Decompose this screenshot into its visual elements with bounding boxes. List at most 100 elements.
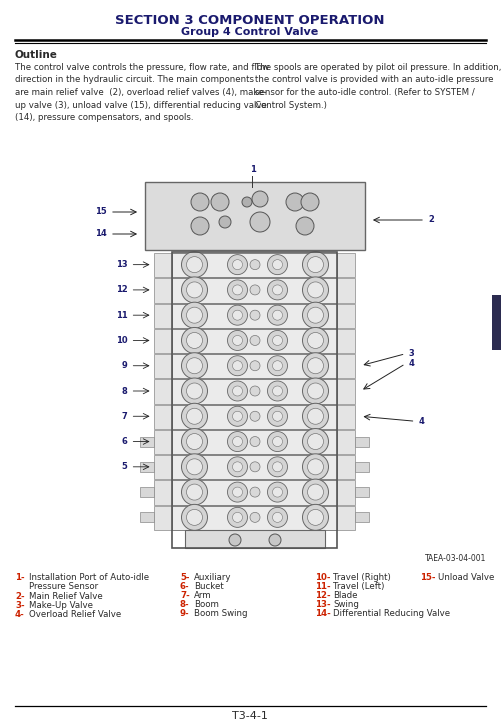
Text: 11: 11 <box>116 311 127 320</box>
Circle shape <box>227 507 247 527</box>
Text: 10-: 10- <box>315 573 331 582</box>
Text: Arm: Arm <box>194 591 211 600</box>
Text: Differential Reducing Valve: Differential Reducing Valve <box>333 609 450 618</box>
Circle shape <box>250 437 260 446</box>
Text: 1: 1 <box>250 165 256 174</box>
Bar <box>172 455 338 480</box>
Circle shape <box>268 432 288 451</box>
Bar <box>154 278 356 303</box>
Text: SECTION 3 COMPONENT OPERATION: SECTION 3 COMPONENT OPERATION <box>115 14 385 27</box>
Text: 2: 2 <box>428 215 434 224</box>
Circle shape <box>186 434 202 450</box>
Text: Boom: Boom <box>194 600 219 609</box>
Circle shape <box>227 356 247 376</box>
Bar <box>172 430 338 454</box>
Circle shape <box>273 411 283 422</box>
Circle shape <box>186 307 202 323</box>
Circle shape <box>250 487 260 497</box>
Circle shape <box>308 333 324 349</box>
Circle shape <box>186 459 202 475</box>
Bar <box>172 379 338 403</box>
Bar <box>172 278 338 303</box>
Text: 7: 7 <box>122 412 127 421</box>
Circle shape <box>308 484 324 500</box>
Text: Travel (Right): Travel (Right) <box>333 573 391 582</box>
Bar <box>140 462 154 472</box>
Text: Group 4 Control Valve: Group 4 Control Valve <box>181 27 319 37</box>
Circle shape <box>229 534 241 546</box>
Text: Auxiliary: Auxiliary <box>194 573 231 582</box>
Bar <box>172 329 338 353</box>
Bar <box>356 487 370 497</box>
Circle shape <box>273 437 283 446</box>
Bar <box>154 455 356 480</box>
Circle shape <box>308 510 324 526</box>
Circle shape <box>268 280 288 300</box>
Text: Outline: Outline <box>15 50 58 60</box>
Bar <box>185 530 325 548</box>
Circle shape <box>250 336 260 346</box>
Circle shape <box>268 356 288 376</box>
Text: Blade: Blade <box>333 591 358 600</box>
Text: Bucket: Bucket <box>194 582 224 591</box>
Text: 13: 13 <box>116 260 127 269</box>
Circle shape <box>181 454 207 480</box>
Circle shape <box>308 282 324 298</box>
Bar <box>356 462 370 472</box>
Circle shape <box>303 252 329 277</box>
Text: 9: 9 <box>122 361 127 371</box>
Circle shape <box>250 462 260 472</box>
Circle shape <box>273 462 283 472</box>
Text: 8: 8 <box>122 387 127 395</box>
Circle shape <box>232 437 242 446</box>
Circle shape <box>303 454 329 480</box>
Text: 4-: 4- <box>15 610 25 619</box>
Circle shape <box>232 260 242 269</box>
Circle shape <box>181 353 207 379</box>
Bar <box>140 513 154 523</box>
Text: Make-Up Valve: Make-Up Valve <box>29 601 93 610</box>
Circle shape <box>273 386 283 396</box>
Circle shape <box>303 429 329 454</box>
Circle shape <box>186 257 202 273</box>
Text: 3-: 3- <box>15 601 25 610</box>
Circle shape <box>250 513 260 523</box>
Bar <box>154 304 356 328</box>
Text: 3: 3 <box>408 349 414 358</box>
Circle shape <box>308 383 324 399</box>
Circle shape <box>219 216 231 228</box>
Circle shape <box>227 432 247 451</box>
Circle shape <box>232 336 242 346</box>
Circle shape <box>181 277 207 303</box>
Circle shape <box>232 411 242 422</box>
Circle shape <box>303 378 329 404</box>
Circle shape <box>186 484 202 500</box>
Text: 7-: 7- <box>180 591 190 600</box>
Circle shape <box>268 507 288 527</box>
Text: 4: 4 <box>418 416 424 426</box>
Circle shape <box>268 406 288 427</box>
Text: Main Relief Valve: Main Relief Valve <box>29 592 103 601</box>
Circle shape <box>303 277 329 303</box>
Bar <box>172 304 338 328</box>
Bar <box>154 430 356 454</box>
Circle shape <box>227 406 247 427</box>
Circle shape <box>286 193 304 211</box>
Bar <box>140 437 154 446</box>
Circle shape <box>273 487 283 497</box>
Text: 12-: 12- <box>315 591 331 600</box>
Circle shape <box>250 310 260 320</box>
Bar <box>154 405 356 429</box>
Circle shape <box>252 191 268 207</box>
Circle shape <box>308 357 324 373</box>
Circle shape <box>211 193 229 211</box>
Bar <box>492 295 501 350</box>
Circle shape <box>268 456 288 477</box>
Bar <box>172 480 338 505</box>
Bar <box>172 354 338 379</box>
Text: 15: 15 <box>95 207 107 216</box>
Circle shape <box>227 381 247 401</box>
Circle shape <box>181 378 207 404</box>
Text: 4: 4 <box>408 359 414 368</box>
Text: 14: 14 <box>95 229 107 239</box>
